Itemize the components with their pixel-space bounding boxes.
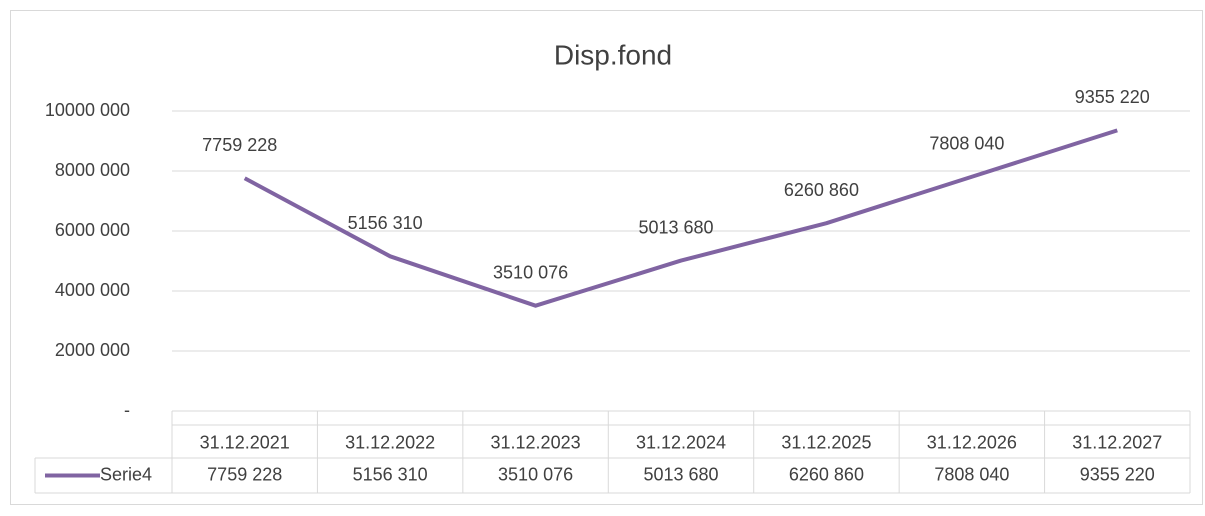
x-tick-label: 31.12.2022 — [345, 432, 435, 452]
table-value: 7759 228 — [207, 464, 282, 484]
data-label: 9355 220 — [1075, 87, 1150, 107]
x-tick-label: 31.12.2023 — [491, 432, 581, 452]
x-tick-label: 31.12.2024 — [636, 432, 726, 452]
x-tick-label: 31.12.2026 — [927, 432, 1017, 452]
data-label: 5013 680 — [638, 217, 713, 237]
x-tick-label: 31.12.2027 — [1072, 432, 1162, 452]
y-tick-label: 8000 000 — [55, 160, 130, 180]
table-value: 7808 040 — [934, 464, 1009, 484]
data-label: 5156 310 — [348, 213, 423, 233]
y-tick-label: 2000 000 — [55, 340, 130, 360]
y-tick-label: 10000 000 — [45, 100, 130, 120]
table-value: 3510 076 — [498, 464, 573, 484]
data-label: 3510 076 — [493, 262, 568, 282]
table-value: 5156 310 — [353, 464, 428, 484]
data-label: 6260 860 — [784, 180, 859, 200]
x-tick-label: 31.12.2021 — [200, 432, 290, 452]
table-value: 5013 680 — [643, 464, 718, 484]
data-label: 7808 040 — [929, 134, 1004, 154]
y-tick-label: 6000 000 — [55, 220, 130, 240]
legend-label: Serie4 — [100, 464, 152, 484]
x-tick-label: 31.12.2025 — [781, 432, 871, 452]
chart-title: Disp.fond — [554, 39, 672, 70]
table-value: 6260 860 — [789, 464, 864, 484]
y-tick-label: 4000 000 — [55, 280, 130, 300]
chart-border — [10, 10, 1203, 505]
data-label: 7759 228 — [202, 135, 277, 155]
y-tick-label: - — [124, 400, 130, 420]
table-value: 9355 220 — [1080, 464, 1155, 484]
series-line — [243, 128, 1118, 308]
